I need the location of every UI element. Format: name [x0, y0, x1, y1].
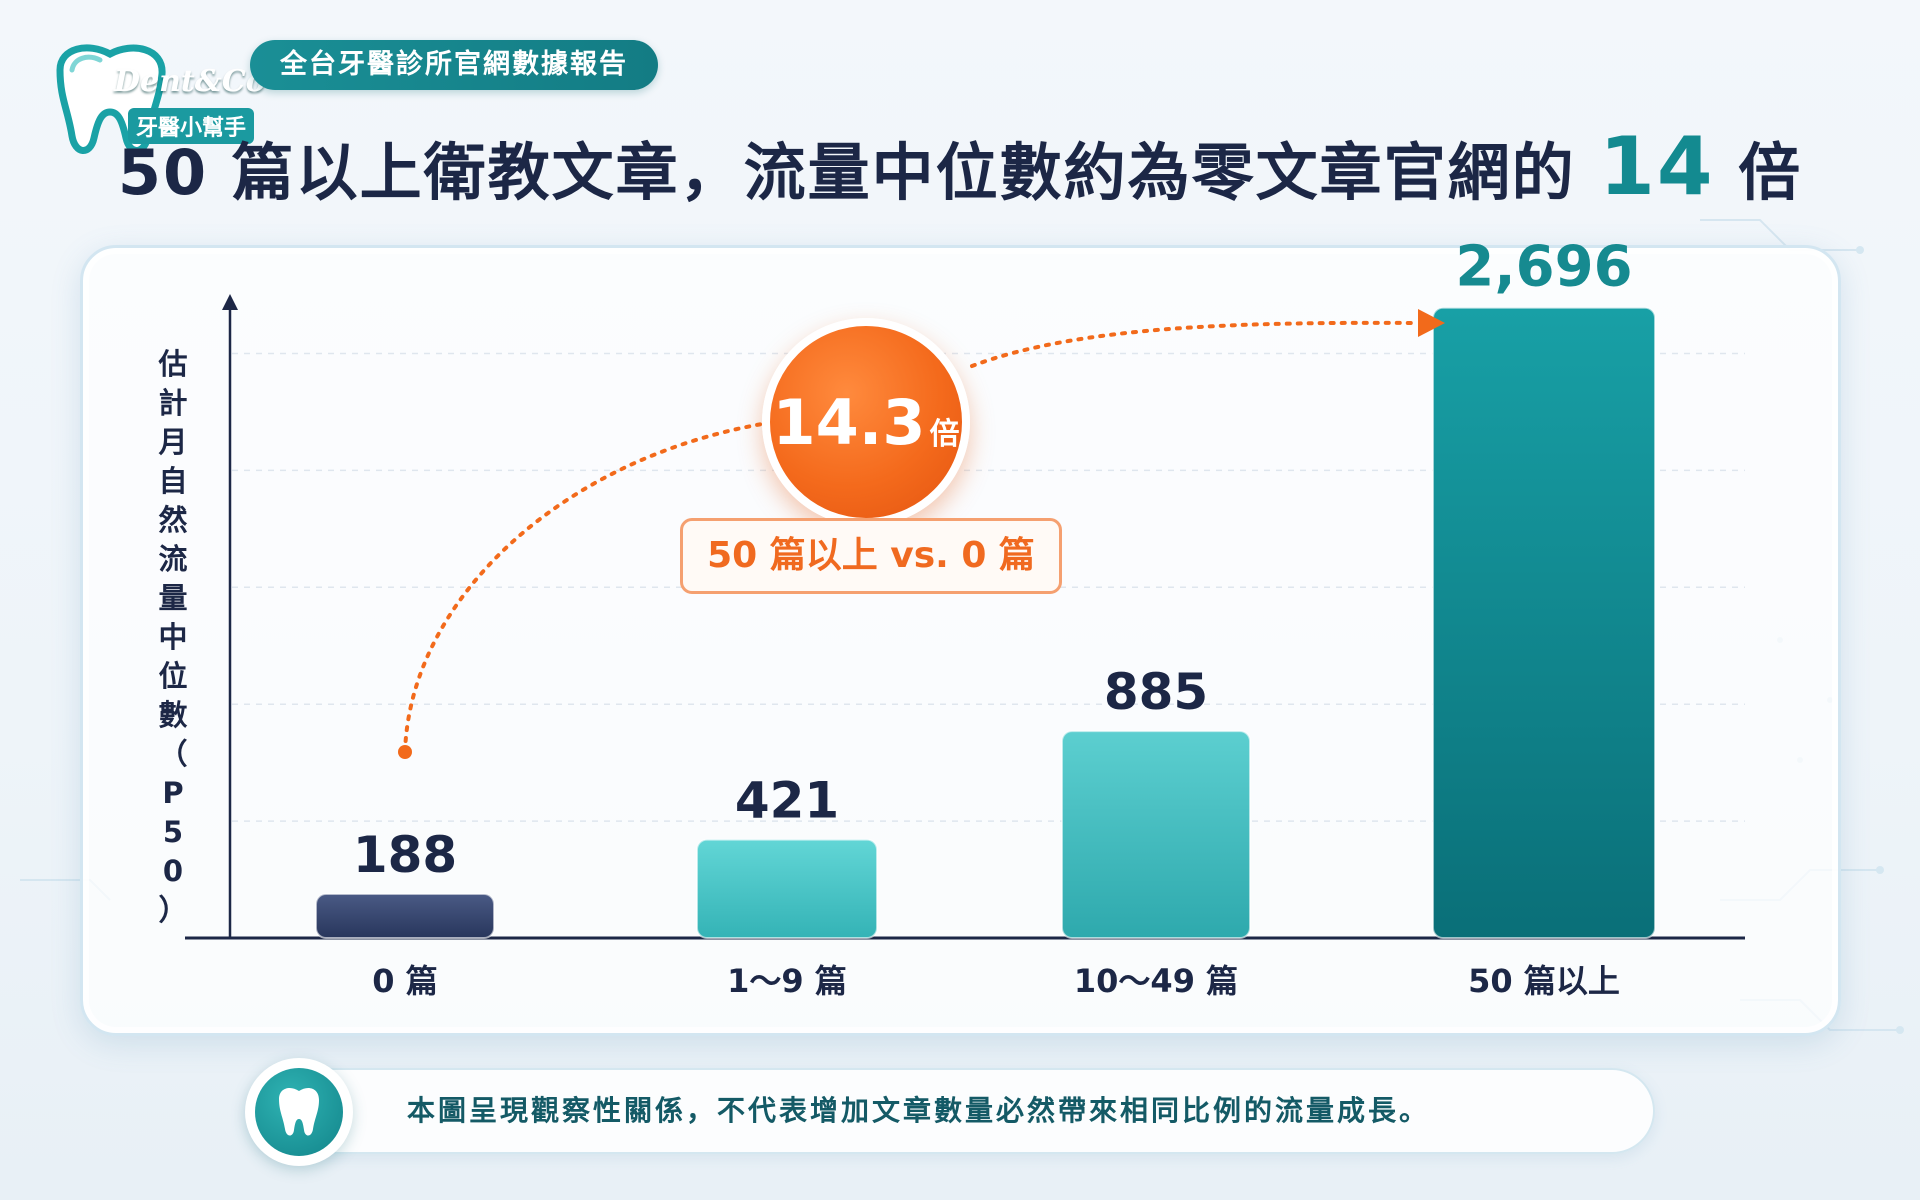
bar-3: [1061, 730, 1251, 939]
tooth-icon: [245, 1058, 353, 1166]
logo: Dent&Co 牙醫小幫手: [48, 40, 266, 160]
bar-value-label: 2,696: [1455, 235, 1632, 300]
multiplier-unit: 倍: [929, 417, 960, 452]
note-text: 本圖呈現觀察性關係，不代表增加文章數量必然帶來相同比例的流量成長。: [407, 1094, 1431, 1127]
comparison-tag: 50 篇以上 vs. 0 篇: [680, 518, 1062, 594]
bar-value-label: 421: [735, 772, 839, 830]
title-prefix: 50 篇以上衛教文章，流量中位數約為零文章官網的: [117, 136, 1600, 209]
trend-curve-right: [970, 320, 1420, 368]
multiplier-value: 14.3: [772, 385, 926, 459]
page-title: 50 篇以上衛教文章，流量中位數約為零文章官網的 14 倍: [0, 120, 1920, 213]
bar-4: [1432, 306, 1656, 939]
title-suffix: 倍: [1714, 136, 1803, 209]
y-axis-arrow: [222, 294, 238, 310]
bar-value-label: 188: [353, 826, 457, 884]
trend-curve-left: [403, 422, 764, 754]
logo-subtitle: 牙醫小幫手: [128, 108, 255, 144]
category-label: 1～9 篇: [727, 962, 847, 1000]
category-label: 50 篇以上: [1468, 962, 1620, 1000]
y-axis-label: 估計月自然流量中位數（P 5 0）: [158, 347, 188, 927]
bar-1: [315, 893, 495, 939]
category-label: 0 篇: [372, 962, 437, 1000]
category-label: 10～49 篇: [1074, 962, 1238, 1000]
bar-2: [696, 838, 878, 940]
trend-arrowhead: [1418, 309, 1445, 337]
title-highlight: 14: [1599, 120, 1715, 213]
bar-value-label: 885: [1104, 663, 1208, 721]
report-label: 全台牙醫診所官網數據報告: [250, 40, 658, 90]
note-banner: 本圖呈現觀察性關係，不代表增加文章數量必然帶來相同比例的流量成長。: [250, 1068, 1655, 1154]
trend-start-dot: [398, 745, 412, 759]
logo-brand: Dent&Co: [114, 64, 266, 99]
multiplier-badge: 14.3 倍: [762, 318, 970, 526]
